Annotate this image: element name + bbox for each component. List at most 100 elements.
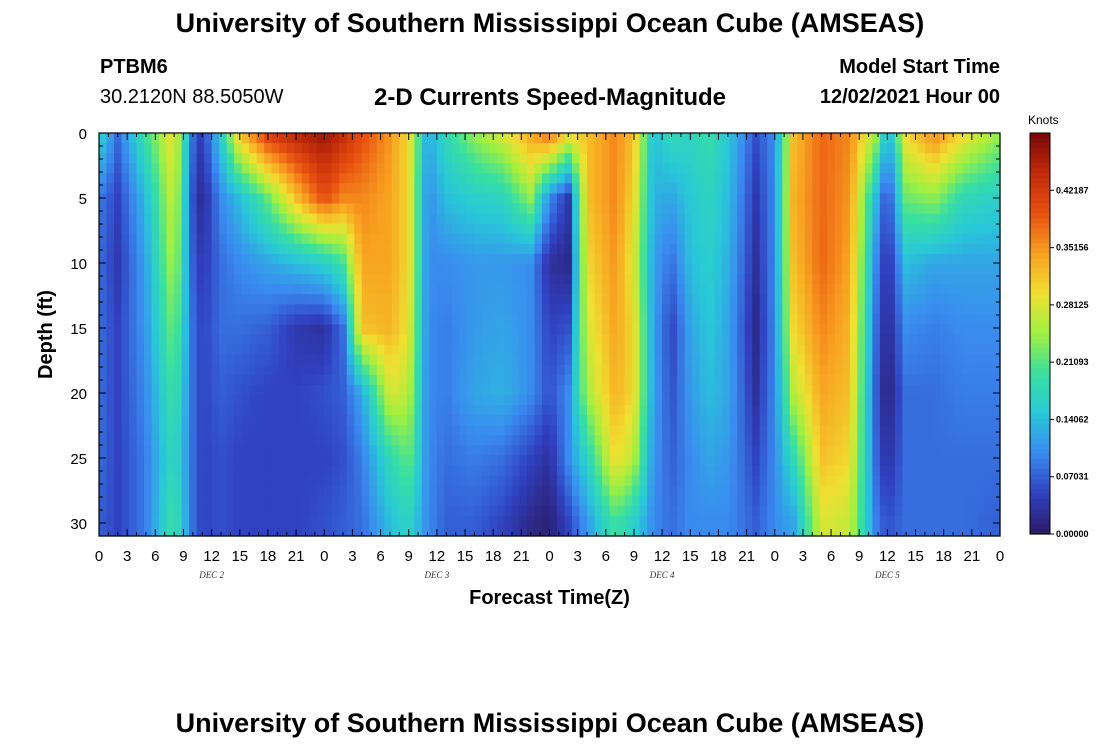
heatmap-cell <box>767 445 776 456</box>
heatmap-cell <box>496 415 506 426</box>
heatmap-cell <box>519 364 528 376</box>
heatmap-cell <box>549 505 558 517</box>
heatmap-cell <box>924 314 934 326</box>
heatmap-cell <box>429 143 438 154</box>
heatmap-cell <box>99 253 108 265</box>
heatmap-cell <box>519 445 528 456</box>
heatmap-cell <box>624 274 633 285</box>
heatmap-cell <box>834 153 843 164</box>
heatmap-cell <box>534 384 543 396</box>
heatmap-cell <box>647 475 656 487</box>
heatmap-cell <box>932 394 941 406</box>
heatmap-cell <box>632 193 641 205</box>
heatmap-cell <box>902 455 911 467</box>
heatmap-cell <box>324 233 333 245</box>
heatmap-cell <box>857 435 866 446</box>
heatmap-cell <box>511 173 521 184</box>
heatmap-cell <box>992 475 1001 487</box>
heatmap-cell <box>932 435 941 446</box>
heatmap-cell <box>819 364 828 376</box>
heatmap-cell <box>309 243 318 255</box>
heatmap-cell <box>984 193 994 205</box>
heatmap-cell <box>181 133 190 144</box>
heatmap-cell <box>969 243 979 255</box>
heatmap-cell <box>249 505 258 517</box>
heatmap-cell <box>879 354 888 366</box>
heatmap-cell <box>399 263 408 275</box>
heatmap-cell <box>909 223 919 235</box>
heatmap-cell <box>624 505 633 517</box>
heatmap-cell <box>451 435 460 446</box>
heatmap-cell <box>316 294 325 305</box>
heatmap-cell <box>331 253 340 265</box>
heatmap-cell <box>174 425 183 436</box>
heatmap-cell <box>887 475 896 487</box>
heatmap-cell <box>414 515 423 527</box>
heatmap-cell <box>429 394 438 406</box>
heatmap-cell <box>947 334 956 346</box>
heatmap-cell <box>301 294 310 305</box>
heatmap-cell <box>804 284 813 295</box>
heatmap-cell <box>361 324 370 336</box>
heatmap-cell <box>857 485 866 497</box>
heatmap-cell <box>962 324 971 336</box>
heatmap-cell <box>579 263 588 275</box>
heatmap-cell <box>609 515 618 527</box>
heatmap-cell <box>714 374 723 386</box>
heatmap-cell <box>196 495 205 507</box>
heatmap-cell <box>129 163 138 174</box>
heatmap-cell <box>249 324 258 336</box>
heatmap-cell <box>541 374 551 386</box>
heatmap-cell <box>714 153 723 164</box>
heatmap-cell <box>579 193 588 205</box>
heatmap-cell <box>894 173 903 184</box>
heatmap-cell <box>481 405 491 416</box>
heatmap-cell <box>849 223 858 235</box>
heatmap-cell <box>99 445 108 456</box>
heatmap-cell <box>526 263 536 275</box>
heatmap-cell <box>241 394 250 406</box>
heatmap-cell <box>932 203 941 215</box>
heatmap-cell <box>714 475 723 487</box>
heatmap-cell <box>429 284 438 295</box>
heatmap-cell <box>984 394 994 406</box>
heatmap-cell <box>977 384 986 396</box>
heatmap-cell <box>489 394 498 406</box>
heatmap-cell <box>436 384 445 396</box>
heatmap-cell <box>294 304 303 315</box>
heatmap-cell <box>759 334 768 346</box>
heatmap-cell <box>151 193 160 205</box>
heatmap-cell <box>609 334 618 346</box>
heatmap-cell <box>406 163 415 174</box>
heatmap-cell <box>324 495 333 507</box>
heatmap-cell <box>339 193 348 205</box>
heatmap-cell <box>481 495 491 507</box>
heatmap-cell <box>707 324 716 336</box>
heatmap-cell <box>962 415 971 426</box>
heatmap-cell <box>992 344 1001 356</box>
heatmap-cell <box>669 475 678 487</box>
heatmap-cell <box>294 233 303 245</box>
heatmap-cell <box>444 334 453 346</box>
heatmap-cell <box>707 425 716 436</box>
heatmap-cell <box>774 163 783 174</box>
heatmap-cell <box>714 243 723 255</box>
heatmap-cell <box>541 354 551 366</box>
heatmap-cell <box>647 364 656 376</box>
heatmap-cell <box>602 203 611 215</box>
heatmap-cell <box>684 284 693 295</box>
heatmap-cell <box>849 243 858 255</box>
heatmap-cell <box>301 284 310 295</box>
heatmap-cell <box>924 253 934 265</box>
heatmap-cell <box>144 394 153 406</box>
heatmap-cell <box>797 485 806 497</box>
heatmap-cell <box>226 253 235 265</box>
heatmap-cell <box>729 213 738 225</box>
heatmap-cell <box>767 364 776 376</box>
heatmap-cell <box>106 243 115 255</box>
heatmap-cell <box>204 274 213 285</box>
heatmap-cell <box>346 344 355 356</box>
heatmap-cell <box>714 354 723 366</box>
heatmap-cell <box>474 253 483 265</box>
heatmap-cell <box>789 465 798 477</box>
